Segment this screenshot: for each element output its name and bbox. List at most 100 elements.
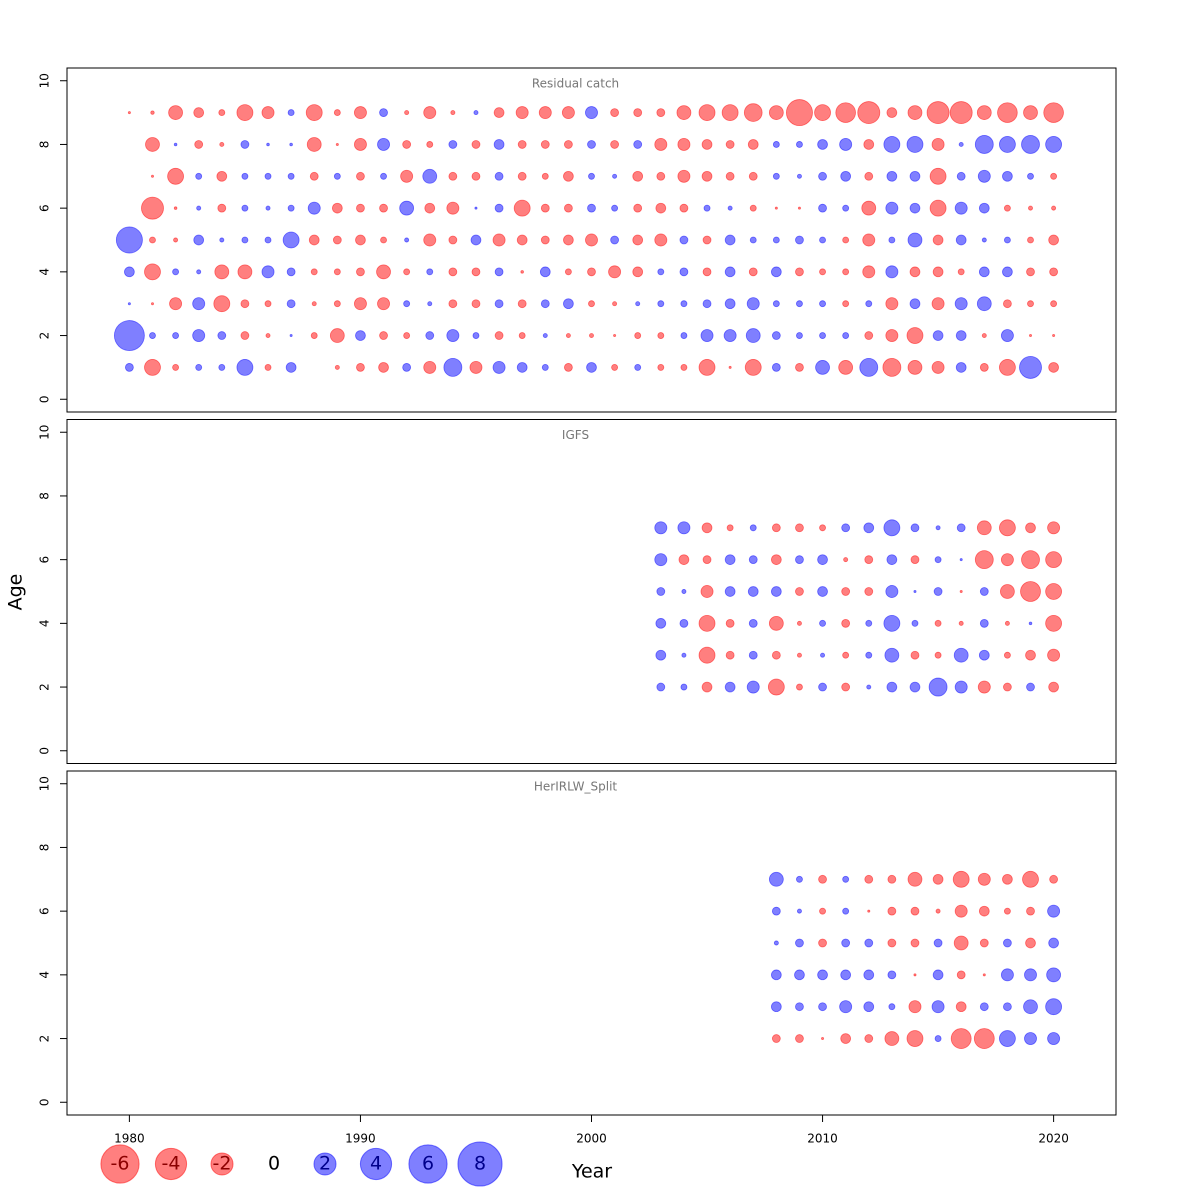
residual-bubble — [840, 1033, 851, 1044]
residual-bubble — [613, 334, 617, 338]
residual-bubble — [882, 358, 902, 377]
residual-bubble — [635, 301, 641, 307]
residual-bubble — [933, 938, 943, 948]
residual-bubble — [795, 523, 804, 533]
residual-bubble — [1046, 967, 1061, 983]
residual-bubble — [261, 265, 275, 279]
residual-bubble — [819, 300, 826, 308]
residual-bubble — [173, 237, 179, 243]
residual-bubble — [745, 328, 761, 343]
residual-bubble — [240, 140, 250, 149]
residual-bubble — [237, 264, 253, 280]
residual-bubble — [679, 618, 689, 628]
residual-bubble — [241, 172, 249, 180]
residual-bubble — [835, 102, 856, 123]
residual-bubble — [266, 142, 270, 147]
residual-bubble — [216, 170, 228, 182]
residual-bubble — [817, 969, 828, 981]
residual-bubble — [907, 871, 923, 887]
residual-bubble — [493, 107, 505, 118]
residual-bubble — [422, 168, 438, 184]
residual-bubble — [795, 938, 804, 948]
residual-bubble — [587, 267, 596, 277]
residual-bubble — [887, 938, 897, 948]
residual-bubble — [1025, 937, 1036, 949]
residual-bubble — [494, 331, 504, 340]
residual-bubble — [887, 906, 897, 916]
y-tick-label: 6 — [38, 907, 52, 915]
residual-bubble — [403, 268, 411, 276]
residual-bubble — [954, 297, 968, 311]
legend-bubble — [359, 1147, 393, 1181]
residual-bubble — [305, 104, 323, 121]
residual-bubble — [680, 363, 688, 371]
residual-bubble — [909, 266, 921, 278]
residual-bubble — [724, 266, 736, 278]
residual-bubble — [933, 587, 943, 596]
residual-bubble — [888, 1003, 896, 1011]
residual-bubble — [886, 170, 898, 182]
residual-bubble — [654, 553, 668, 567]
y-tick-label: 0 — [38, 1098, 52, 1106]
residual-bubble — [1043, 102, 1064, 123]
residual-bubble — [680, 683, 688, 691]
residual-bubble — [1000, 329, 1014, 342]
residual-bubble — [1047, 648, 1061, 662]
residual-bubble — [864, 874, 874, 884]
residual-bubble — [399, 200, 415, 216]
residual-bubble — [632, 266, 644, 278]
residual-bubble — [819, 332, 826, 339]
residual-bubble — [701, 170, 713, 182]
residual-bubble — [493, 139, 505, 150]
residual-bubble — [866, 684, 872, 690]
residual-bubble — [264, 236, 272, 244]
residual-bubble — [657, 268, 665, 276]
residual-bubble — [932, 330, 944, 341]
residual-bubble — [448, 267, 458, 277]
residual-bubble — [911, 619, 919, 627]
residual-bubble — [910, 650, 920, 660]
residual-bubble — [1045, 998, 1063, 1016]
residual-bubble — [999, 519, 1016, 537]
residual-bubble — [261, 106, 275, 120]
residual-bubble — [264, 172, 272, 180]
residual-bubble — [192, 297, 206, 311]
residual-bubble — [907, 232, 923, 248]
residual-bubble — [725, 650, 735, 660]
residual-bubble — [771, 969, 782, 981]
residual-bubble — [213, 295, 231, 313]
residual-bubble — [471, 267, 481, 277]
residual-bubble — [934, 1035, 942, 1042]
residual-bubble — [976, 296, 992, 312]
residual-bubble — [194, 140, 204, 149]
residual-bubble — [585, 233, 598, 247]
residual-bubble — [426, 268, 434, 276]
residual-bubble — [906, 327, 924, 344]
residual-bubble — [1027, 300, 1034, 308]
residual-bubble — [957, 268, 965, 276]
residual-bubble — [561, 106, 575, 120]
residual-bubble — [214, 264, 230, 280]
residual-bubble — [883, 519, 901, 537]
residual-bubble — [859, 358, 879, 377]
residual-bubble — [679, 203, 689, 213]
residual-bubble — [425, 331, 435, 340]
residual-bubble — [632, 170, 644, 182]
residual-bubble — [861, 200, 877, 216]
legend-label: -4 — [162, 1153, 181, 1175]
legend-label: 4 — [370, 1153, 382, 1175]
y-tick-label: 2 — [38, 1035, 52, 1043]
residual-bubble — [819, 236, 826, 244]
x-tick-label: 2020 — [1038, 1132, 1069, 1146]
residual-bubble — [910, 555, 920, 565]
residual-bubble — [473, 110, 479, 116]
residual-bubble — [355, 330, 366, 341]
residual-bubble — [264, 363, 272, 371]
y-tick-label: 4 — [38, 971, 52, 979]
residual-bubble — [954, 904, 968, 918]
residual-bubble — [819, 268, 826, 276]
residual-bubble — [287, 172, 295, 180]
residual-bubble — [1000, 553, 1014, 567]
y-tick-label: 10 — [38, 776, 52, 791]
residual-bubble — [679, 235, 689, 245]
